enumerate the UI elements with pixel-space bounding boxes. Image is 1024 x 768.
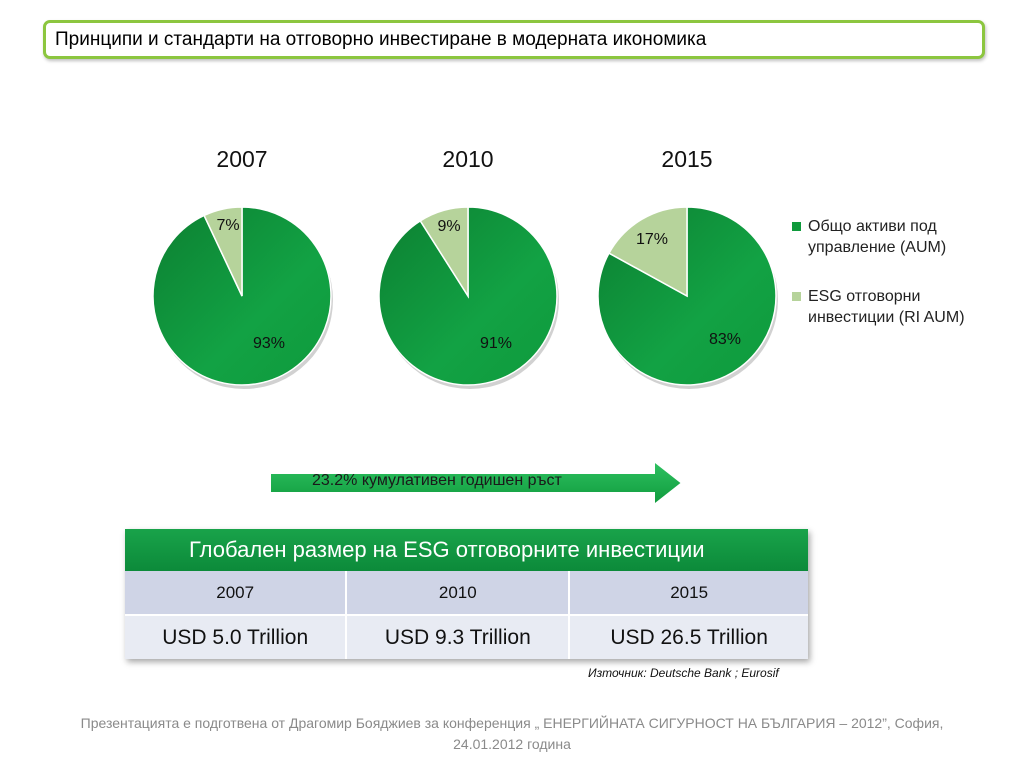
pie-label-esg-2015: 17% — [636, 231, 668, 248]
legend-label-esg: ESG отговорни инвестиции (RI AUM) — [808, 288, 965, 326]
pie-label-esg-2007: 7% — [216, 217, 239, 234]
pie-title-2007: 2007 — [216, 146, 267, 172]
legend-item-esg: ESG отговорни инвестиции (RI AUM) — [790, 286, 1000, 328]
source-note: Източник: Deutsche Bank ; Eurosif — [588, 666, 779, 680]
growth-arrow: 23.2% кумулативен годишен ръст — [268, 458, 684, 508]
pie-label-aum-2015: 83% — [709, 331, 741, 348]
table-value-2010: USD 9.3 Trillion — [346, 615, 571, 659]
growth-arrow-text: 23.2% кумулативен годишен ръст — [312, 472, 562, 489]
pie-title-2015: 2015 — [661, 146, 712, 172]
pie-label-aum-2007: 93% — [253, 335, 285, 352]
pie-slice-esg-2010 — [419, 206, 469, 299]
legend-label-aum: Общо активи под управление (AUM) — [808, 218, 947, 256]
legend-item-aum: Общо активи под управление (AUM) — [790, 216, 1000, 258]
legend-swatch-esg — [792, 292, 801, 301]
pie-label-aum-2010: 91% — [480, 335, 512, 352]
esg-table: Глобален размер на ESG отговорните инвес… — [125, 529, 808, 659]
footer-line-2: 24.01.2012 година — [453, 736, 571, 752]
pie-label-esg-2010: 9% — [437, 218, 460, 235]
table-year-2010: 2010 — [346, 571, 571, 616]
legend-swatch-aum — [792, 222, 801, 231]
arrow-right-icon — [269, 458, 684, 508]
pie-slice-esg-2007 — [203, 206, 243, 297]
page-title: Принципи и стандарти на отговорно инвест… — [55, 29, 707, 50]
table-value-2007: USD 5.0 Trillion — [125, 615, 348, 659]
legend: Общо активи под управление (AUM) ESG отг… — [790, 216, 1000, 356]
table-row-years: 2007 2010 2015 — [125, 571, 808, 616]
pie-slice-esg-2015 — [607, 206, 688, 298]
table-year-2007: 2007 — [125, 571, 348, 616]
table-value-2015: USD 26.5 Trillion — [569, 615, 808, 659]
table-row-values: USD 5.0 Trillion USD 9.3 Trillion USD 26… — [125, 615, 808, 659]
pie-charts: 2007 93% 7% 2010 91% 9% 2015 83% 17% — [152, 146, 778, 389]
footer-line-1: Презентацията е подготвена от Драгомир Б… — [80, 715, 944, 731]
table-year-2015: 2015 — [569, 571, 808, 616]
pie-title-2010: 2010 — [442, 146, 493, 172]
table-title: Глобален размер на ESG отговорните инвес… — [125, 529, 808, 571]
title-box: Принципи и стандарти на отговорно инвест… — [43, 20, 985, 59]
footer: Презентацията е подготвена от Драгомир Б… — [20, 713, 1004, 755]
